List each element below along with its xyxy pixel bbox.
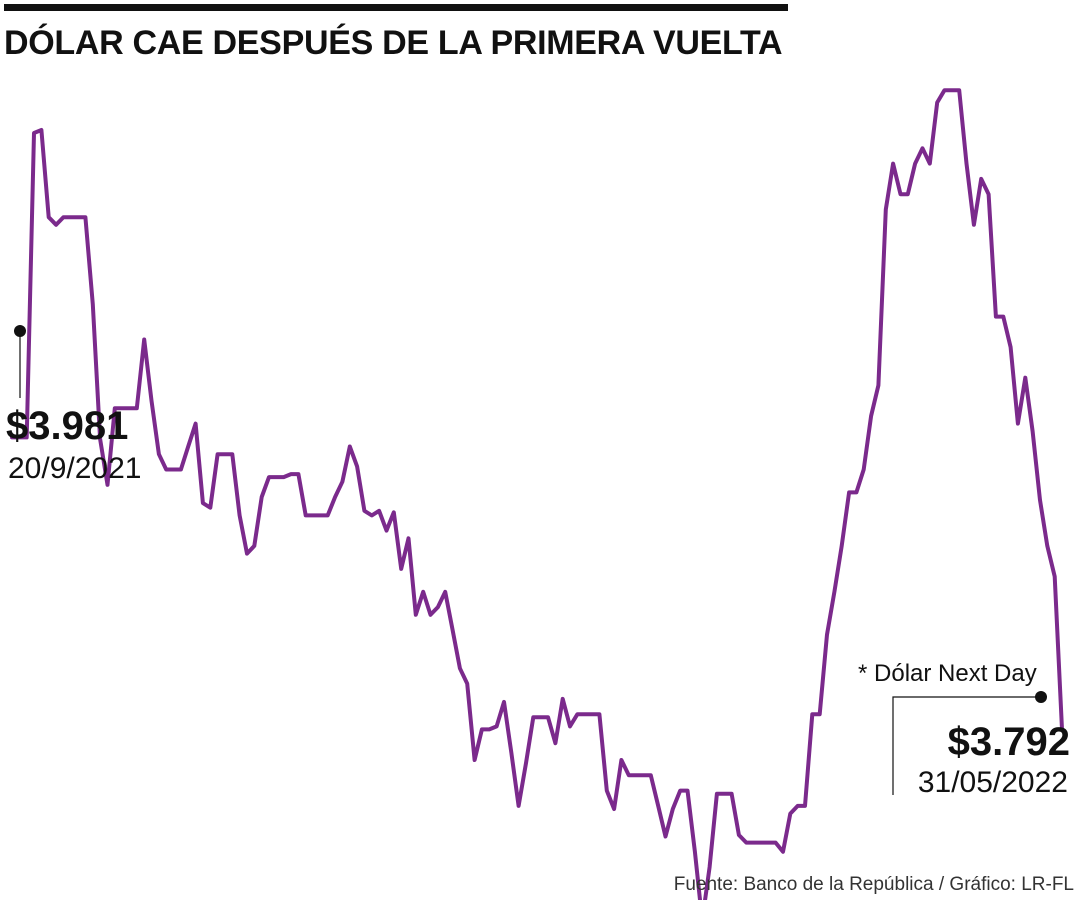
start-marker xyxy=(14,325,26,337)
end-date-label: 31/05/2022 xyxy=(917,766,1068,799)
start-value-label: $3.981 xyxy=(6,404,129,448)
chart-title: DÓLAR CAE DESPUÉS DE LA PRIMERA VUELTA xyxy=(4,24,783,62)
end-leader-line xyxy=(892,696,1041,795)
start-date-label: 20/9/2021 xyxy=(8,452,142,485)
end-value-label: $3.792 xyxy=(947,720,1070,764)
top-rule xyxy=(4,4,788,11)
source-label: Fuente: Banco de la República / Gráfico:… xyxy=(673,874,1074,895)
series-line-dolar xyxy=(10,88,1064,900)
end-marker xyxy=(1035,691,1047,703)
footnote-label: * Dólar Next Day xyxy=(858,660,1037,687)
